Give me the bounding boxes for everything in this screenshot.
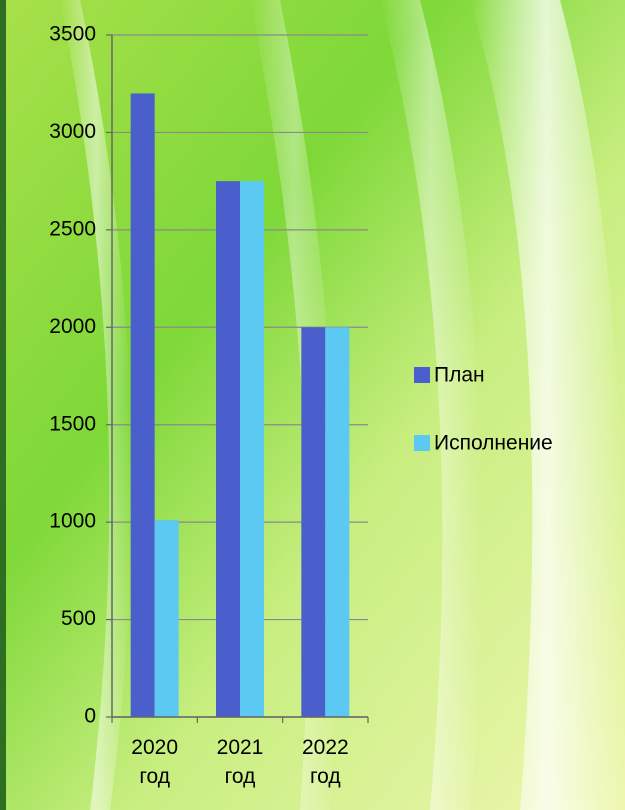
bar <box>130 93 155 717</box>
y-tick-label: 2500 <box>49 217 96 240</box>
legend-label: План <box>434 364 485 387</box>
x-tick-label: 2020 год <box>131 736 178 788</box>
background-streak <box>60 0 132 810</box>
y-tick-label: 500 <box>61 607 96 630</box>
background-streak <box>470 0 624 810</box>
y-tick-label: 3000 <box>49 120 96 143</box>
legend-label: Исполнение <box>434 432 553 455</box>
y-tick-label: 3500 <box>49 23 96 46</box>
legend-swatch <box>414 367 430 383</box>
legend-swatch <box>414 435 430 451</box>
bar <box>325 327 350 717</box>
y-tick-label: 1000 <box>49 510 96 533</box>
bar <box>154 520 179 717</box>
bar <box>240 181 264 718</box>
bar <box>216 181 240 718</box>
y-tick-label: 1500 <box>49 412 96 435</box>
bar <box>301 327 326 717</box>
x-tick-label: 2022 год <box>302 736 349 788</box>
frame-edge <box>0 0 6 810</box>
background-streak <box>380 0 483 810</box>
x-tick-label: 2021 год <box>217 736 264 788</box>
y-tick-label: 0 <box>84 705 96 728</box>
y-tick-label: 2000 <box>49 315 96 338</box>
